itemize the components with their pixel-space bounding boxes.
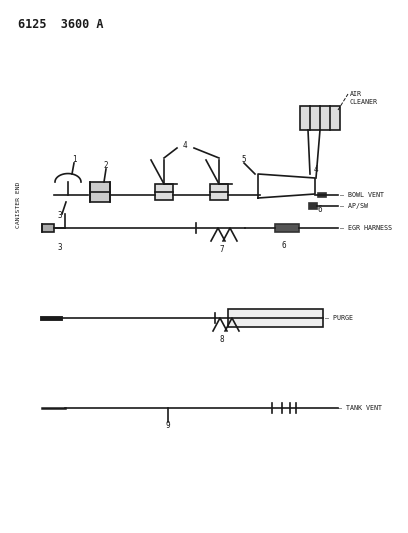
Text: 6: 6	[282, 240, 286, 249]
Text: — TANK VENT: — TANK VENT	[338, 405, 382, 411]
Text: — BOWL VENT: — BOWL VENT	[340, 192, 384, 198]
Bar	[300, 106, 340, 130]
Text: 6: 6	[318, 205, 322, 214]
Bar	[309, 203, 317, 209]
Text: AIR
CLEANER: AIR CLEANER	[350, 92, 378, 104]
Bar	[90, 182, 110, 202]
Text: — PURGE: — PURGE	[325, 315, 353, 321]
Bar	[155, 184, 173, 200]
Text: 5: 5	[242, 156, 246, 165]
Text: 3: 3	[58, 212, 62, 221]
Bar	[275, 224, 299, 232]
Bar	[318, 193, 326, 197]
Bar	[42, 224, 54, 232]
Text: 6125  3600 A: 6125 3600 A	[18, 18, 104, 31]
Text: 8: 8	[220, 335, 224, 344]
Text: CANISTER END: CANISTER END	[16, 182, 22, 228]
Text: 4: 4	[314, 166, 318, 174]
Text: 2: 2	[104, 161, 108, 171]
Text: 1: 1	[72, 156, 76, 165]
Text: — AP/SW: — AP/SW	[340, 203, 368, 209]
Bar	[210, 184, 228, 200]
Text: 4: 4	[183, 141, 187, 150]
Bar	[228, 309, 323, 327]
Text: 3: 3	[58, 244, 62, 253]
Text: — EGR HARNESS: — EGR HARNESS	[340, 225, 392, 231]
Text: 7: 7	[220, 246, 224, 254]
Text: 9: 9	[166, 421, 170, 430]
